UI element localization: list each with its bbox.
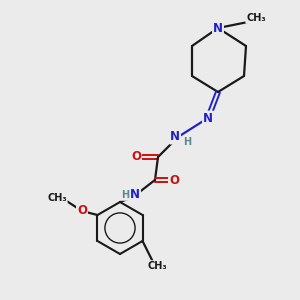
- Text: O: O: [131, 151, 141, 164]
- Text: N: N: [213, 22, 223, 34]
- Text: O: O: [169, 173, 179, 187]
- Text: N: N: [203, 112, 213, 124]
- Text: CH₃: CH₃: [47, 193, 67, 203]
- Text: CH₃: CH₃: [246, 13, 266, 23]
- Text: H: H: [121, 190, 129, 200]
- Text: N: N: [130, 188, 140, 202]
- Text: H: H: [183, 137, 191, 147]
- Text: O: O: [77, 205, 87, 218]
- Text: CH₃: CH₃: [147, 261, 167, 271]
- Text: N: N: [170, 130, 180, 143]
